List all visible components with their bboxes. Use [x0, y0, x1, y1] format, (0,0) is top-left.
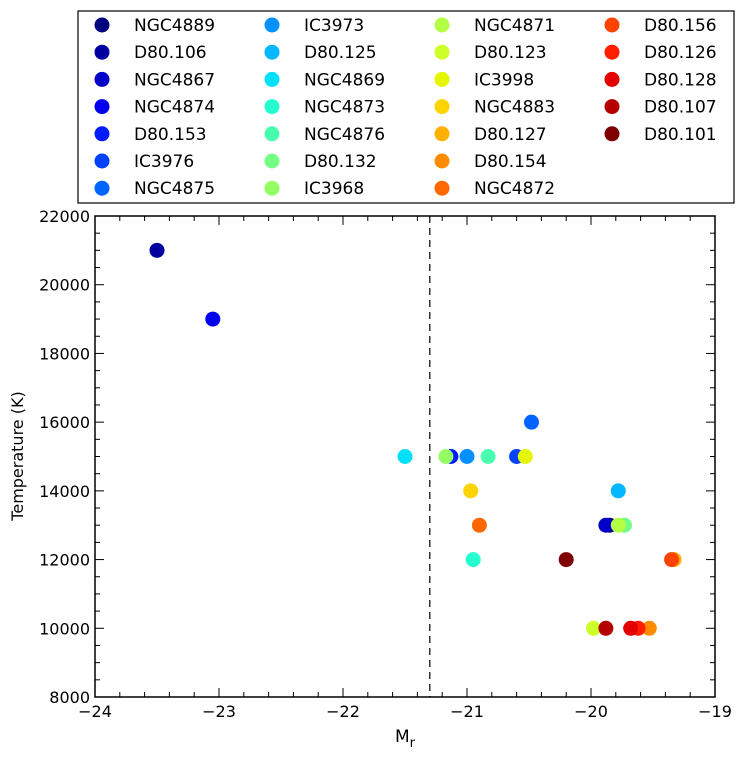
legend-marker-ngc4875 [94, 180, 110, 196]
x-tick-label: −23 [202, 702, 236, 721]
legend-label-d80-101: D80.101 [644, 125, 717, 145]
point-ic3998 [517, 449, 533, 464]
legend-label-ngc4876: NGC4876 [304, 125, 385, 145]
legend-label-ngc4869: NGC4869 [304, 70, 385, 90]
legend-marker-d80-132 [264, 153, 280, 169]
y-tick-label: 20000 [39, 276, 90, 295]
legend-label-d80-126: D80.126 [644, 43, 717, 63]
legend-marker-d80-101 [604, 126, 620, 142]
legend-label-d80-128: D80.128 [644, 70, 717, 90]
legend-label-d80-125: D80.125 [304, 43, 377, 63]
plot-axes: −24 −23 −22 −21 −20 −19 8000 10000 12000 14000 160… [39, 207, 732, 721]
legend-label-ic3998: IC3998 [474, 70, 534, 90]
legend-label-ngc4867: NGC4867 [134, 70, 215, 90]
point-ngc4872 [471, 517, 487, 533]
point-ngc4874 [205, 311, 221, 327]
y-tick-label: 16000 [39, 413, 90, 432]
point-d80-107 [598, 620, 614, 636]
legend-marker-d80-126 [604, 44, 620, 60]
y-tick-label: 10000 [39, 619, 90, 638]
x-tick-label: −21 [450, 702, 484, 721]
legend-label-ngc4872: NGC4872 [474, 179, 555, 199]
point-d80-154 [641, 620, 657, 636]
point-d80-156 [664, 552, 680, 568]
legend-marker-d80-128 [604, 71, 620, 87]
legend-marker-ic3968 [264, 180, 280, 196]
legend-label-ngc4873: NGC4873 [304, 98, 385, 118]
legend-marker-d80-154 [434, 153, 450, 169]
legend-label-ngc4889: NGC4889 [134, 16, 215, 36]
point-ngc4883 [463, 483, 479, 499]
legend-marker-d80-125 [264, 44, 280, 60]
point-ngc4871 [610, 517, 626, 533]
legend-marker-d80-107 [604, 99, 620, 115]
legend-marker-d80-153 [94, 126, 110, 142]
point-d80-128 [623, 620, 639, 636]
legend-marker-ic3998 [434, 71, 450, 87]
legend-marker-ngc4871 [434, 17, 450, 33]
point-ngc4876 [480, 449, 496, 464]
point-d80-125 [610, 483, 626, 499]
legend-label-d80-107: D80.107 [644, 98, 717, 118]
point-ic3968 [438, 449, 454, 464]
legend: NGC4889 D80.106 NGC4867 NGC4874 D80.153 IC397… [77, 10, 735, 204]
legend-marker-ngc4874 [94, 99, 110, 115]
legend-marker-ic3976 [94, 153, 110, 169]
x-tick-label: −19 [698, 702, 732, 721]
legend-marker-ngc4873 [264, 99, 280, 115]
x-tick-label: −20 [574, 702, 608, 721]
point-d80-123 [585, 620, 601, 636]
legend-label-d80-123: D80.123 [474, 43, 547, 63]
legend-marker-ngc4876 [264, 126, 280, 142]
legend-label-d80-106: D80.106 [134, 43, 207, 63]
y-tick-label: 12000 [39, 551, 90, 570]
point-d80-101 [558, 552, 574, 568]
x-tick-label: −24 [78, 702, 112, 721]
legend-marker-ngc4883 [434, 99, 450, 115]
legend-marker-ic3973 [264, 17, 280, 33]
legend-marker-d80-156 [604, 17, 620, 33]
legend-label-d80-156: D80.156 [644, 16, 717, 36]
y-axis-label: Temperature (K) [8, 391, 27, 521]
x-tick-label: −22 [326, 702, 360, 721]
point-ngc4875 [523, 414, 539, 430]
legend-marker-ngc4872 [434, 180, 450, 196]
legend-label-ic3976: IC3976 [134, 152, 194, 172]
legend-marker-ngc4869 [264, 71, 280, 87]
legend-label-ngc4871: NGC4871 [474, 16, 555, 36]
legend-label-ic3968: IC3968 [304, 179, 364, 199]
y-tick-label: 14000 [39, 482, 90, 501]
point-d80-106 [149, 242, 165, 258]
x-axis-label: Mr [395, 727, 416, 751]
legend-marker-d80-127 [434, 126, 450, 142]
y-tick-label: 8000 [49, 688, 90, 707]
legend-label-d80-153: D80.153 [134, 125, 207, 145]
legend-label-ic3973: IC3973 [304, 16, 364, 36]
legend-frame [77, 10, 735, 204]
legend-label-ngc4874: NGC4874 [134, 98, 215, 118]
point-ngc4867 [598, 517, 614, 533]
legend-marker-ngc4867 [94, 71, 110, 87]
point-ngc4869 [397, 449, 413, 464]
legend-label-d80-127: D80.127 [474, 125, 547, 145]
legend-marker-d80-106 [94, 44, 110, 60]
point-ngc4873 [465, 552, 481, 568]
legend-label-d80-132: D80.132 [304, 152, 377, 172]
y-tick-label: 22000 [39, 207, 90, 226]
legend-label-ngc4875: NGC4875 [134, 179, 215, 199]
legend-label-ngc4883: NGC4883 [474, 98, 555, 118]
y-tick-label: 18000 [39, 344, 90, 363]
legend-marker-ngc4889 [94, 17, 110, 33]
legend-marker-d80-123 [434, 44, 450, 60]
point-ic3973 [459, 449, 475, 464]
legend-label-d80-154: D80.154 [474, 152, 547, 172]
